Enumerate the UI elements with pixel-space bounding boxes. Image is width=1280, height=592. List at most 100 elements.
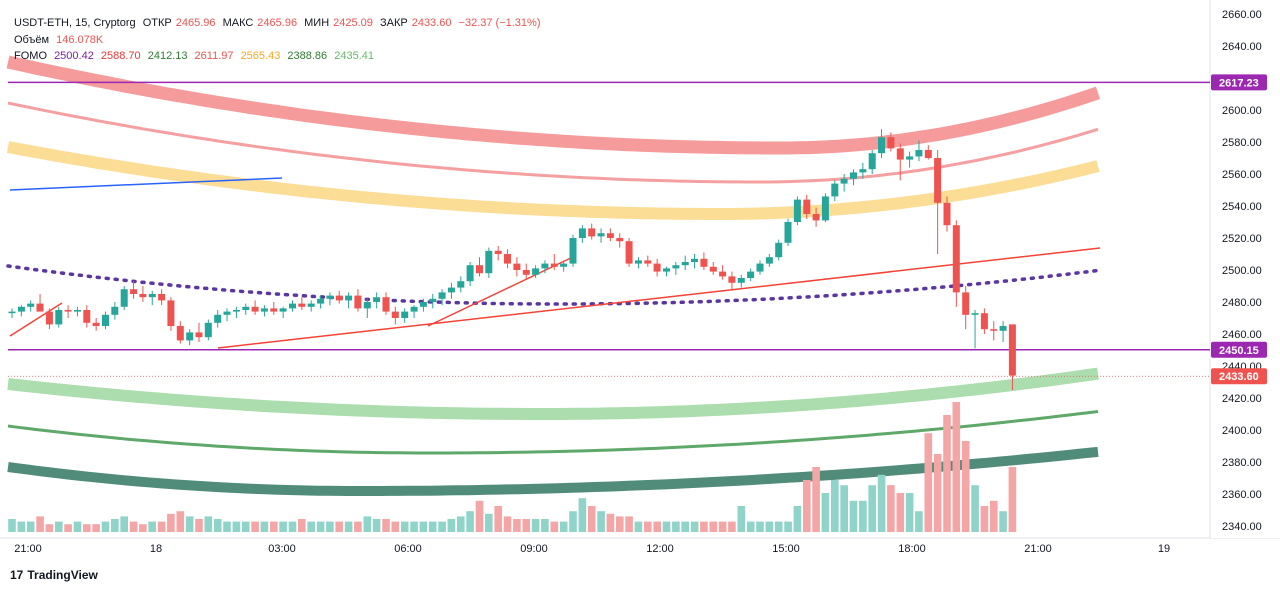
candle-body [55, 310, 63, 325]
tradingview-logo[interactable]: 17 TradingView [10, 568, 98, 582]
candle-body [410, 306, 418, 312]
candle-body [317, 298, 325, 304]
volume-bar [185, 516, 194, 532]
volume-bar [372, 519, 381, 532]
open-label: ОТКР [142, 17, 172, 29]
volume-bar [728, 521, 736, 532]
indicator-legend: FOMO 2500.42 2588.70 2412.13 2611.97 256… [14, 50, 378, 62]
candle-body [859, 169, 867, 173]
change-value: −32.37 (−1.31%) [458, 17, 541, 29]
plot-background [0, 0, 1210, 538]
candle-body [971, 313, 979, 315]
volume-bar [363, 516, 372, 532]
close-value: 2433.60 [411, 17, 452, 29]
candle-body [691, 258, 698, 262]
candle-body [382, 297, 390, 312]
candle-body [1008, 324, 1016, 376]
volume-bar [8, 519, 16, 532]
volume-bar [466, 511, 474, 532]
candle-body [204, 322, 212, 338]
candle-body [560, 263, 568, 267]
volume-bar [990, 500, 998, 532]
fomo-lower-line [7, 410, 1099, 455]
volume-bar [859, 500, 867, 532]
volume-value: 146.078K [56, 34, 104, 46]
trend-line-short-2 [427, 255, 576, 327]
volume-bar [662, 521, 671, 532]
volume-bar [587, 506, 596, 532]
volume-bar [438, 521, 446, 532]
open-value: 2465.96 [175, 17, 216, 29]
volume-bar [270, 521, 278, 532]
x-tick-label: 18 [150, 543, 162, 555]
price-label-box [1211, 74, 1267, 91]
volume-bar [793, 506, 802, 532]
grid-lines [0, 0, 1280, 539]
y-tick-label: 2580.00 [1222, 137, 1262, 149]
volume-bar [803, 480, 811, 532]
x-tick-label: 18:00 [898, 543, 926, 555]
volume-bar [428, 521, 437, 532]
candles[interactable] [8, 129, 1016, 390]
volume-bar [513, 519, 521, 532]
candle-body [588, 228, 596, 237]
candle-body [719, 271, 727, 277]
indicator-value-1: 2500.42 [54, 50, 94, 62]
volume-bar [316, 521, 325, 532]
volume-bar [279, 521, 287, 532]
volume-bar [943, 415, 951, 532]
volume-bar [896, 493, 905, 532]
time-axis[interactable]: 21:00 18 03:00 06:00 09:00 12:00 15:00 18:00 21:… [14, 543, 1170, 555]
volume-bar [681, 521, 689, 532]
price-label-text: 2450.15 [1219, 345, 1259, 357]
volume-bar [326, 521, 334, 532]
candle-body [728, 276, 736, 283]
y-tick-label: 2600.00 [1222, 105, 1262, 117]
candle-body [195, 332, 203, 338]
candle-body [522, 270, 530, 275]
candle-body [92, 322, 100, 326]
candle-body [148, 294, 156, 298]
volume-bar [494, 506, 502, 532]
volume-bar [877, 474, 886, 532]
volume-bar [344, 521, 353, 532]
volume-bar [485, 513, 493, 532]
y-tick-label: 2560.00 [1222, 169, 1262, 181]
volume-bar [36, 516, 44, 532]
candle-body [550, 263, 558, 267]
volume-bar [251, 521, 259, 532]
candle-body [158, 294, 166, 301]
volume-bar [849, 500, 858, 532]
volume-bar [288, 521, 297, 532]
candle-body [457, 281, 465, 288]
volume-bar [616, 516, 624, 532]
volume-bar [606, 513, 615, 532]
volume-bar [961, 441, 970, 532]
candle-body [653, 263, 661, 272]
candle-body [270, 308, 278, 312]
volume-bar [232, 521, 241, 532]
candle-body [363, 302, 371, 309]
candle-body [634, 260, 642, 264]
volume-bar [578, 498, 587, 532]
candle-body [868, 153, 876, 170]
candle-body [45, 311, 53, 325]
volume-bar [213, 519, 222, 532]
y-tick-label: 2540.00 [1222, 201, 1262, 213]
volume-bar [45, 524, 54, 532]
candle-body [906, 156, 914, 160]
volume-bar [447, 519, 456, 532]
y-tick-label: 2400.00 [1222, 425, 1262, 437]
volume-bar [774, 521, 783, 532]
candle-body [569, 238, 577, 264]
candle-body [756, 263, 764, 272]
indicator-value-3: 2412.13 [147, 50, 188, 62]
volume-bar [569, 511, 577, 532]
volume-bar [1008, 467, 1017, 532]
tradingview-logo-icon: 17 [10, 568, 24, 582]
candle-body [999, 326, 1007, 331]
volume-bar [634, 521, 643, 532]
fomo-mid-band [6, 141, 1100, 220]
candle-body [821, 196, 829, 221]
